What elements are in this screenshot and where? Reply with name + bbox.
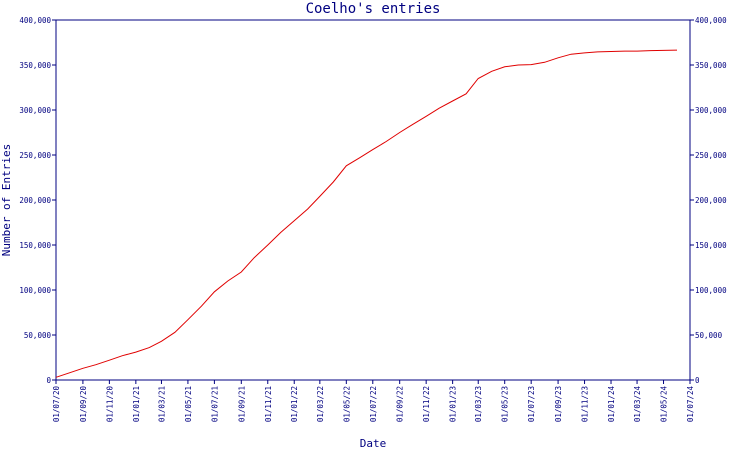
y-tick-label-right: 300,000 xyxy=(695,106,727,115)
x-tick-label: 01/03/24 xyxy=(633,386,642,423)
x-tick-label: 01/07/22 xyxy=(369,386,378,422)
x-tick-label: 01/11/20 xyxy=(105,386,114,423)
y-tick-label-right: 400,000 xyxy=(695,16,727,25)
y-tick-label-right: 100,000 xyxy=(695,286,727,295)
x-tick-label: 01/11/22 xyxy=(422,386,431,422)
y-tick-label-left: 0 xyxy=(46,376,51,385)
x-tick-label: 01/09/22 xyxy=(396,386,405,422)
x-tick-label: 01/01/21 xyxy=(132,386,141,422)
y-tick-label-right: 0 xyxy=(695,376,700,385)
x-tick-label: 01/03/23 xyxy=(474,386,483,422)
x-tick-label: 01/05/23 xyxy=(501,386,510,422)
chart-title: Coelho's entries xyxy=(306,1,441,17)
x-tick-label: 01/07/20 xyxy=(52,386,61,423)
x-tick-label: 01/07/24 xyxy=(686,386,695,423)
x-tick-label: 01/05/21 xyxy=(184,386,193,422)
x-tick-label: 01/05/24 xyxy=(660,386,669,423)
y-tick-label-left: 350,000 xyxy=(19,61,51,70)
y-tick-label-left: 100,000 xyxy=(19,286,51,295)
y-tick-label-right: 150,000 xyxy=(695,241,727,250)
y-tick-label-right: 350,000 xyxy=(695,61,727,70)
plot-area: 0 0 50,000 50,000 100,000 100,000 150,000 150,0… xyxy=(19,16,727,422)
y-tick-label-right: 250,000 xyxy=(695,151,727,160)
x-tick-label: 01/11/23 xyxy=(581,386,590,422)
x-tick-label: 01/09/21 xyxy=(237,386,246,422)
y-tick-label-left: 50,000 xyxy=(24,331,52,340)
y-tick-label-left: 300,000 xyxy=(19,106,51,115)
x-tick-label: 01/01/24 xyxy=(607,386,616,423)
y-tick-label-right: 200,000 xyxy=(695,196,727,205)
y-tick-label-left: 400,000 xyxy=(19,16,51,25)
y-tick-label-right: 50,000 xyxy=(695,331,723,340)
x-tick-label: 01/09/20 xyxy=(79,386,88,423)
x-tick-label: 01/03/22 xyxy=(316,386,325,422)
y-tick-label-left: 150,000 xyxy=(19,241,51,250)
x-axis-label: Date xyxy=(360,437,387,450)
x-tick-label: 01/05/22 xyxy=(342,386,351,422)
y-axis-label: Number of Entries xyxy=(0,144,13,257)
x-tick-label: 01/07/23 xyxy=(527,386,536,422)
x-tick-label: 01/09/23 xyxy=(554,386,563,422)
y-tick-label-left: 250,000 xyxy=(19,151,51,160)
x-tick-label: 01/01/22 xyxy=(290,386,299,422)
x-tick-label: 01/07/21 xyxy=(210,386,219,422)
y-tick-label-left: 200,000 xyxy=(19,196,51,205)
series-line xyxy=(55,49,678,378)
x-tick-label: 01/11/21 xyxy=(264,386,273,422)
x-tick-label: 01/03/21 xyxy=(157,386,166,422)
x-tick-label: 01/01/23 xyxy=(449,386,458,422)
